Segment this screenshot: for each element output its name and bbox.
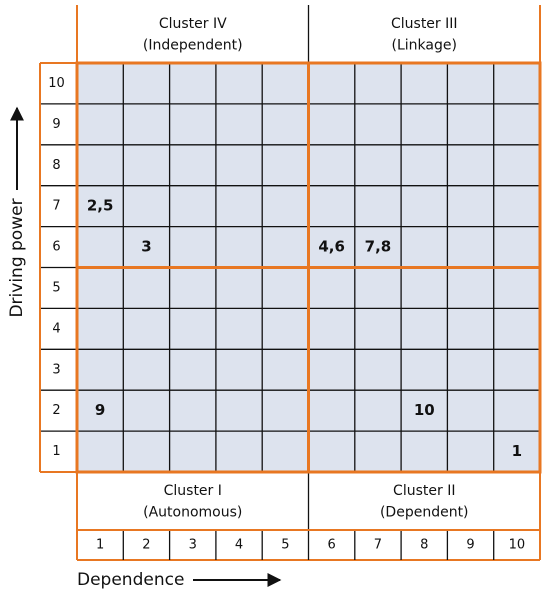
- point-label: 7,8: [365, 238, 392, 256]
- y-tick-label: 8: [52, 158, 60, 173]
- y-tick-label: 9: [52, 117, 60, 132]
- point-label: 3: [141, 238, 151, 256]
- y-tick-label: 1: [52, 444, 60, 459]
- y-tick-label: 10: [48, 76, 65, 91]
- cluster-subtitle: (Autonomous): [143, 505, 242, 521]
- cluster-name: Cluster I: [164, 483, 222, 499]
- x-tick-label: 1: [96, 538, 104, 553]
- y-tick-label: 3: [52, 362, 60, 377]
- x-tick-label: 8: [420, 538, 428, 553]
- cluster-name: Cluster IV: [159, 16, 227, 32]
- x-tick-label: 7: [374, 538, 382, 553]
- y-tick-label: 6: [52, 240, 60, 255]
- point-label: 10: [414, 401, 435, 419]
- y-tick-label: 2: [52, 403, 60, 418]
- cluster-subtitle: (Dependent): [380, 505, 469, 521]
- point-label: 2,5: [87, 197, 114, 215]
- y-tick-label: 4: [52, 321, 60, 336]
- x-axis-label: Dependence: [77, 570, 184, 590]
- y-tick-label: 7: [52, 199, 60, 214]
- y-axis-label: Driving power: [7, 198, 27, 317]
- x-tick-label: 4: [235, 538, 243, 553]
- x-tick-label: 6: [328, 538, 336, 553]
- x-tick-label: 10: [509, 538, 526, 553]
- x-tick-label: 5: [281, 538, 289, 553]
- x-tick-label: 2: [142, 538, 150, 553]
- cluster-subtitle: (Independent): [143, 38, 243, 54]
- y-tick-label: 5: [52, 280, 60, 295]
- cluster-name: Cluster II: [393, 483, 455, 499]
- x-tick-label: 9: [466, 538, 474, 553]
- x-tick-label: 3: [189, 538, 197, 553]
- point-label: 9: [95, 401, 105, 419]
- cluster-subtitle: (Linkage): [392, 38, 457, 54]
- point-label: 4,6: [318, 238, 345, 256]
- point-label: 1: [512, 442, 522, 460]
- cluster-name: Cluster III: [391, 16, 458, 32]
